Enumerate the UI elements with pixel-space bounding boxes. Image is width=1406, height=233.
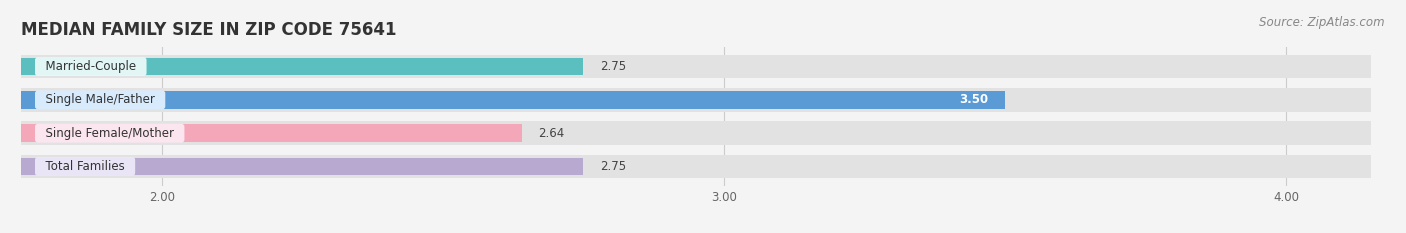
Text: Source: ZipAtlas.com: Source: ZipAtlas.com [1260, 16, 1385, 29]
Bar [21, 124, 522, 142]
Text: Married-Couple: Married-Couple [38, 60, 143, 73]
Bar [21, 58, 583, 75]
Text: 2.75: 2.75 [600, 160, 627, 173]
Bar [21, 91, 1005, 109]
Bar [21, 155, 1371, 178]
Text: 3.50: 3.50 [959, 93, 988, 106]
Bar [21, 121, 1371, 145]
Text: 2.75: 2.75 [600, 60, 627, 73]
Bar [21, 158, 583, 175]
Bar [21, 55, 1371, 78]
Text: Single Female/Mother: Single Female/Mother [38, 127, 181, 140]
Bar [21, 88, 1371, 112]
Text: Single Male/Father: Single Male/Father [38, 93, 162, 106]
Text: MEDIAN FAMILY SIZE IN ZIP CODE 75641: MEDIAN FAMILY SIZE IN ZIP CODE 75641 [21, 21, 396, 39]
Text: 2.64: 2.64 [538, 127, 565, 140]
Text: Total Families: Total Families [38, 160, 132, 173]
